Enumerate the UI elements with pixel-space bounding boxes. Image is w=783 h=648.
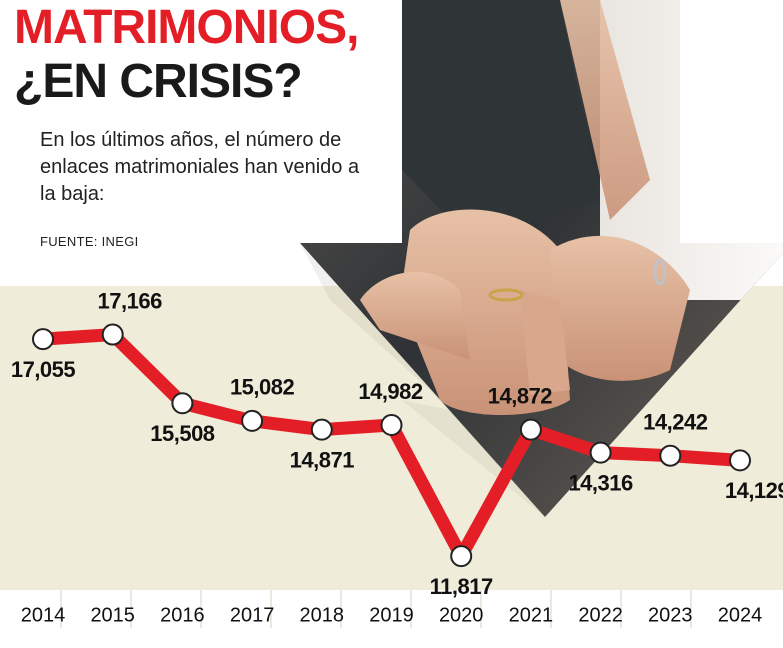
data-label: 14,129 [725,478,783,503]
title-line-2: ¿EN CRISIS? [14,55,303,108]
x-tick-label: 2017 [230,604,275,626]
x-tick-label: 2021 [509,604,554,626]
data-point [659,444,682,467]
x-tick-label: 2024 [718,604,763,626]
data-label: 14,316 [568,470,633,495]
data-label: 14,982 [358,379,423,404]
data-label: 14,242 [643,410,708,435]
data-point [241,409,264,432]
data-label: 15,508 [150,421,215,446]
data-point [519,418,542,441]
data-point [450,545,473,568]
data-point [729,449,751,472]
x-tick-label: 2018 [300,604,345,626]
x-tick-label: 2014 [21,604,66,626]
x-tick-label: 2022 [578,604,623,626]
title-line-1: MATRIMONIOS, [14,1,359,54]
x-tick-label: 2019 [369,604,414,626]
data-label: 17,055 [11,357,76,382]
data-label: 15,082 [230,375,295,400]
x-tick-label: 2023 [648,604,693,626]
data-label: 11,817 [430,574,493,599]
subtitle: En los últimos años, el número de enlace… [40,129,360,205]
data-point [380,414,403,437]
x-tick-label: 2015 [90,604,135,626]
source-note: FUENTE: INEGI [40,234,139,249]
data-label: 14,872 [488,383,553,408]
data-label: 17,166 [98,288,163,313]
x-tick-label: 2020 [439,604,484,626]
data-point [171,392,194,415]
x-tick-label: 2016 [160,604,205,626]
series-line [36,328,747,563]
data-point [101,323,124,346]
data-label: 14,871 [290,447,355,472]
data-point [32,328,54,351]
data-point [310,418,333,441]
data-point [589,441,612,464]
